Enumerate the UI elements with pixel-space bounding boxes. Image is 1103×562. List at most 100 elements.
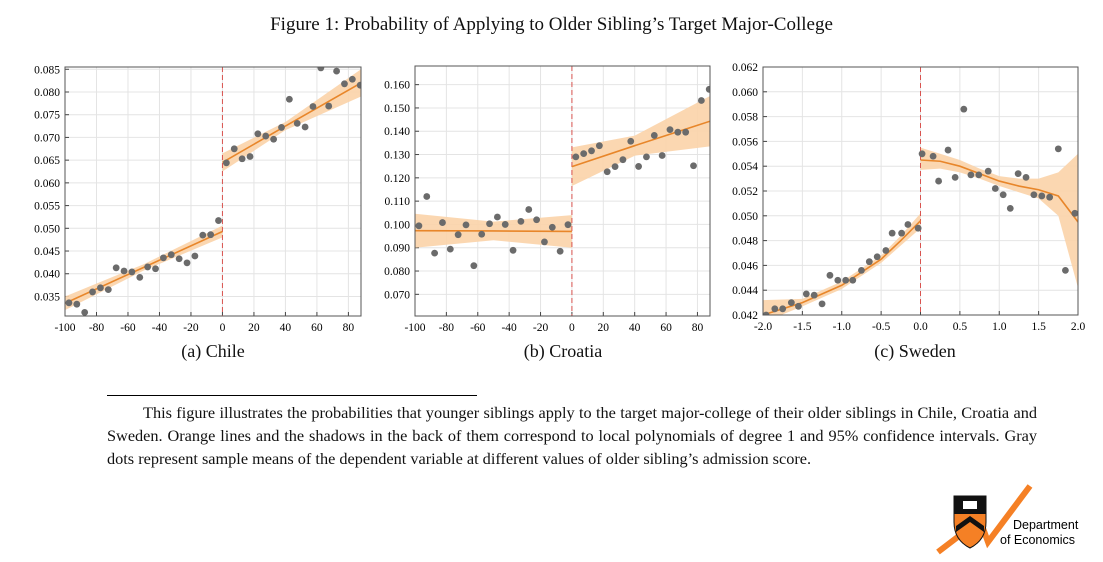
caption-croatia: (b) Croatia [523,341,603,361]
data-point [207,231,215,239]
data-point [650,132,658,139]
footnote-rule [107,395,477,396]
data-point [779,305,787,313]
data-point [697,97,705,104]
x-tick-label: -60 [120,322,136,334]
figure-title: Figure 1: Probability of Applying to Old… [270,14,833,35]
logo-text-line1: Department [1013,518,1079,532]
y-tick-label: 0.046 [732,260,758,272]
data-point [849,276,857,284]
data-point [882,247,890,254]
data-point [967,171,975,179]
data-point [643,153,650,161]
data-point [423,193,431,200]
data-point [317,67,325,72]
x-tick-label: 0 [220,322,226,334]
data-point [802,290,810,298]
y-tick-label: 0.140 [384,126,410,138]
department-logo: Department of Economics [930,482,1100,561]
x-tick-label: 0.0 [913,321,928,333]
data-point [270,135,278,143]
data-point [493,213,501,221]
y-tick-label: 0.055 [34,201,60,213]
figure-note: This figure illustrates the probabilitie… [107,403,1037,468]
data-point [572,153,580,161]
data-point [944,146,952,154]
data-point [619,156,627,164]
data-point [1014,170,1022,178]
x-tick-label: -40 [152,322,168,334]
data-point [834,276,842,284]
axes-frame [414,65,711,317]
x-tick-label: -1.0 [833,321,851,333]
y-tick-label: 0.058 [732,112,758,124]
data-point [104,286,112,294]
confidence-band [920,147,1078,288]
x-tick-label: -40 [501,322,517,334]
chart-sweden: -2.0 -1.5 -1.0 -0.5 0.0 0.5 1.0 1.5 2.0 0.042 0.04… [710,56,1098,343]
data-point [333,67,340,75]
data-point [635,163,643,170]
data-point [278,124,285,131]
data-point [611,163,619,171]
y-tick-label: 0.052 [732,186,758,198]
caption-sweden: (c) Sweden [874,341,956,361]
data-point [152,265,159,273]
y-tick-label: 0.080 [34,87,60,99]
x-tick-label: 40 [280,322,292,334]
data-point [81,308,89,316]
x-tick-label: -20 [533,322,549,334]
data-point [89,288,96,296]
data-point [509,246,517,254]
data-point [215,217,222,224]
data-point [1030,191,1038,199]
data-point [914,224,922,232]
data-point [787,299,795,306]
x-tick-label: 40 [629,322,641,334]
data-point [771,305,779,313]
data-point [199,231,207,239]
x-tick-label: -80 [439,322,455,334]
x-tick-label: -1.5 [793,321,811,333]
axes-frame [64,66,362,317]
data-point [580,150,588,158]
x-tick-label: -100 [404,322,425,334]
data-point [1006,204,1014,212]
y-tick-label: 0.040 [34,269,60,281]
y-tick-label: 0.048 [732,236,758,248]
data-point [858,266,865,274]
data-point [254,130,262,138]
data-point [556,247,564,255]
data-point [795,302,802,310]
data-point [1071,209,1078,217]
data-point [191,252,199,260]
y-tick-label: 0.054 [732,161,758,173]
y-tick-label: 0.062 [732,62,758,74]
confidence-band [763,213,921,315]
y-tick-label: 0.044 [732,285,758,297]
y-tick-label: 0.050 [732,211,758,223]
data-point [238,155,246,163]
data-point [454,231,462,239]
data-point [309,103,317,110]
data-point [1038,192,1046,200]
data-point [666,126,674,134]
data-point [175,255,183,263]
data-point [929,152,937,160]
y-tick-label: 0.085 [34,64,60,76]
data-point [690,162,697,170]
chart-croatia: -100 -80 -60 -40 -20 0 20 40 60 80 0.070 0.080 0.090… [360,56,730,344]
data-point [818,300,826,308]
y-tick-label: 0.060 [732,87,758,99]
data-point [960,105,968,113]
data-point [918,150,926,158]
data-point [603,168,611,176]
fit-line [65,230,223,305]
x-tick-label: 1.0 [992,321,1007,333]
y-tick-label: 0.160 [384,80,410,92]
data-point [826,271,834,279]
data-point [984,167,992,175]
data-point [293,119,301,127]
data-point [415,222,423,230]
y-tick-label: 0.070 [384,289,410,301]
